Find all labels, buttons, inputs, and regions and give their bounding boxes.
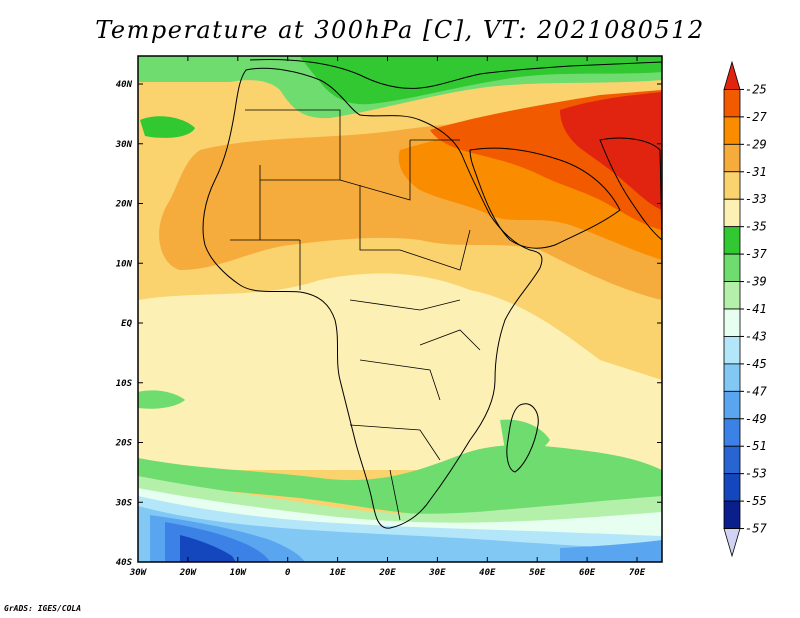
border-line-4 — [359, 185, 400, 251]
lon-tick-label: 60E — [579, 568, 596, 578]
field-navy — [180, 535, 236, 562]
colorbar-swatch — [723, 226, 741, 255]
lat-tick-label: EQ — [121, 319, 132, 329]
lon-tick-label: 30W — [129, 568, 148, 578]
field-pale-yellow — [138, 273, 662, 470]
colorbar-label: -27 — [745, 110, 767, 124]
lon-tick-label: 0 — [285, 568, 291, 578]
field-red — [560, 92, 662, 210]
colorbar-swatch — [723, 473, 741, 502]
border-line-3 — [339, 140, 411, 201]
border-line-1 — [245, 109, 341, 181]
colorbar-swatch — [723, 390, 741, 420]
lon-tick-label: 10W — [230, 568, 248, 578]
india-coastline — [599, 137, 663, 242]
temperature-field — [138, 56, 662, 562]
lon-tick-label: 20W — [179, 568, 198, 578]
border-line-9 — [349, 424, 441, 461]
field-green-patch — [140, 116, 195, 138]
border-line-8 — [359, 359, 441, 401]
field-green-south — [138, 445, 662, 517]
lon-tick-label: 30E — [428, 568, 446, 578]
border-line-11 — [419, 329, 481, 351]
lon-tick-label: 10E — [329, 568, 346, 578]
lon-tick-label: 40E — [479, 568, 496, 578]
colorbar-swatch — [723, 308, 741, 337]
colorbar-swatch — [723, 171, 741, 200]
colorbar-label: -33 — [745, 192, 767, 206]
border-line-10 — [389, 469, 401, 521]
colorbar-label: -57 — [745, 522, 767, 536]
colorbar-swatch — [723, 198, 741, 228]
colorbar-bottom-arrow — [723, 528, 741, 558]
map-title: Temperature at 300hPa [C], VT: 202108051… — [95, 16, 705, 44]
lat-tick-label: 30S — [115, 498, 133, 508]
colorbar-label: -53 — [745, 467, 767, 481]
colorbar-label: -49 — [745, 412, 767, 426]
colorbar-swatch — [723, 116, 741, 145]
madagascar-outline — [506, 403, 539, 473]
colorbar-label: -45 — [745, 357, 767, 371]
border-line-6 — [399, 229, 471, 271]
field-green-west — [138, 390, 185, 409]
lat-tick-label: 10S — [116, 379, 133, 389]
coastlines — [202, 59, 663, 529]
colorbar-swatch — [723, 500, 741, 529]
colorbar-swatch — [723, 363, 741, 392]
lon-axis: 30W 20W 10W 0 10E 20E 30E 40E 50E 60E 70E — [129, 56, 646, 578]
colorbar-label: -29 — [745, 137, 767, 151]
lat-tick-label: 20S — [115, 439, 133, 449]
colorbar-label: -31 — [745, 165, 767, 179]
plot-frame — [137, 55, 663, 563]
colorbar-swatch — [723, 418, 741, 447]
colorbar-label: -35 — [745, 220, 767, 234]
lon-tick-label: 50E — [529, 568, 546, 578]
credit-text: GrADS: IGES/COLA — [4, 604, 82, 613]
lat-axis: 40N 30N 20N 10N EQ 10S 20S 30S 40S — [115, 80, 662, 568]
lon-tick-label: 70E — [629, 568, 646, 578]
arabia-coastline — [469, 147, 621, 249]
field-blue-east — [560, 540, 662, 562]
border-line-7 — [349, 299, 461, 311]
colorbar-label: -47 — [745, 384, 767, 398]
lon-tick-label: 20E — [378, 568, 396, 578]
colorbar-swatch — [723, 89, 741, 118]
lat-tick-label: 40S — [116, 558, 133, 568]
lat-tick-label: 20N — [115, 200, 133, 210]
colorbar-label: -25 — [745, 82, 767, 96]
colorbar-swatch — [723, 253, 741, 282]
lat-tick-label: 40N — [116, 80, 133, 90]
colorbar-swatch — [723, 143, 741, 173]
africa-coastline — [202, 67, 543, 529]
colorbar-label: -39 — [745, 275, 767, 289]
colorbar-top-arrow — [723, 60, 741, 90]
colorbar-swatch — [723, 281, 741, 310]
colorbar-label: -55 — [745, 494, 767, 508]
colorbar: -25 -27 -29 -31 -33 -35 -37 -39 -41 -43 -45 -47 -49 -… — [723, 60, 767, 558]
lat-tick-label: 30N — [115, 140, 133, 150]
europe-coastline — [249, 59, 663, 89]
country-borders — [230, 109, 481, 521]
colorbar-label: -37 — [745, 247, 767, 261]
colorbar-label: -51 — [745, 439, 767, 453]
colorbar-swatch — [723, 336, 741, 365]
colorbar-label: -41 — [745, 302, 767, 316]
colorbar-label: -43 — [745, 329, 767, 343]
lat-tick-label: 10N — [116, 259, 133, 269]
colorbar-swatch — [723, 445, 741, 475]
field-green-dark-north — [300, 56, 662, 105]
